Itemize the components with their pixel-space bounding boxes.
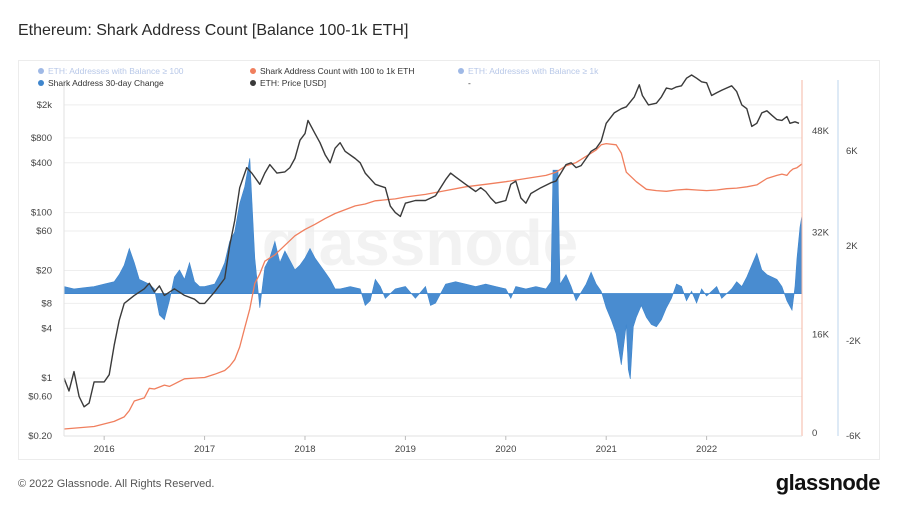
price-tick-label: $60 [36,226,52,237]
legend-marker [458,68,464,74]
count-line [63,142,803,430]
legend: ETH: Addresses with Balance ≥ 100 Shark A… [38,66,599,88]
x-tick-label: 2017 [194,444,215,455]
change-tick-label: 2K [846,241,858,252]
legend-item[interactable]: Shark Address 30-day Change [48,78,164,88]
legend-item[interactable]: ETH: Addresses with Balance ≥ 1k [468,66,599,76]
legend-marker [250,68,256,74]
price-tick-label: $800 [31,133,52,144]
count-tick-label: 48K [812,126,830,137]
price-tick-label: $100 [31,208,52,219]
legend-item[interactable]: - [468,78,471,88]
price-tick-label: $400 [31,158,52,169]
price-tick-label: $8 [41,298,52,309]
count-line-series [63,142,803,430]
x-tick-label: 2018 [294,444,315,455]
legend-item[interactable]: ETH: Price [USD] [260,78,326,88]
legend-item[interactable]: ETH: Addresses with Balance ≥ 100 [48,66,184,76]
chart-svg: glassnode $0.20$0.60$1$4$8$20$60$100$400… [28,66,861,455]
change-area-series [63,158,803,380]
chart-title: Ethereum: Shark Address Count [Balance 1… [18,22,409,39]
price-tick-label: $0.20 [28,431,52,442]
legend-marker [38,80,44,86]
brand-logo[interactable]: glassnode [775,470,881,495]
change-tick-label: 6K [846,146,858,157]
copyright: © 2022 Glassnode. All Rights Reserved. [18,478,215,490]
grid [64,104,802,437]
x-tick-label: 2016 [94,444,115,455]
legend-marker [38,68,44,74]
chart-panel [18,60,880,460]
x-tick-label: 2022 [696,444,717,455]
price-tick-label: $20 [36,265,52,276]
price-tick-label: $4 [41,323,52,334]
x-tick-label: 2019 [395,444,416,455]
count-tick-label: 16K [812,329,830,340]
axes: $0.20 $0.60 $1 $4 $8 $20 $60 $100 $400 $800 $2k 0 16… [28,80,861,455]
price-tick-label: $0.60 [28,392,52,403]
legend-marker [250,80,256,86]
change-tick-label: -2K [846,336,861,347]
change-tick-label: -6K [846,431,861,442]
price-tick-label: $2k [37,100,53,111]
price-tick-label: $1 [41,373,52,384]
x-tick-label: 2021 [596,444,617,455]
price-line [63,74,800,408]
count-tick-label: 32K [812,228,830,239]
count-tick-label: 0 [812,428,817,439]
x-tick-label: 2020 [495,444,516,455]
change-area [63,158,803,380]
price-line-series [63,74,800,408]
legend-item[interactable]: Shark Address Count with 100 to 1k ETH [260,66,415,76]
